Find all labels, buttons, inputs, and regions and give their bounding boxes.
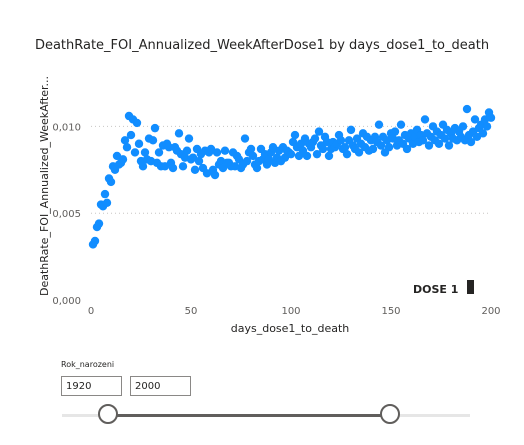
chart-title: DeathRate_FOI_Annualized_WeekAfterDose1 … [34,38,490,53]
data-point[interactable] [302,151,312,161]
y-axis-ticks: 0,000 0,005 0,010 [52,122,81,307]
data-point[interactable] [154,148,164,157]
slicer-title: Rok_narozeni [61,360,115,369]
data-point[interactable] [118,155,128,164]
data-point[interactable] [354,148,364,157]
slicer-max-input[interactable]: 2000 [130,376,191,396]
data-point[interactable] [134,139,144,148]
data-point[interactable] [384,143,394,152]
data-point[interactable] [318,144,328,154]
data-point[interactable] [418,136,428,145]
data-point[interactable] [140,148,150,157]
data-point[interactable] [482,122,492,131]
y-axis-label: DeathRate_FOI_Annualized_WeekAfter... [38,76,51,296]
data-point[interactable] [184,134,194,143]
data-point[interactable] [290,130,300,140]
data-point[interactable] [310,134,320,143]
data-point[interactable] [324,151,334,161]
data-point[interactable] [486,113,496,122]
data-point[interactable] [194,156,204,166]
x-tick-label: 50 [185,306,198,317]
x-tick-label: 100 [281,306,300,317]
data-point[interactable] [242,156,252,166]
slider-selected-range [108,414,390,417]
data-point[interactable] [340,143,350,152]
data-point[interactable] [190,165,200,174]
data-point[interactable] [120,136,130,145]
data-point[interactable] [150,123,160,133]
data-point[interactable] [374,120,384,129]
data-point[interactable] [396,120,406,129]
x-axis-label: days_dose1_to_death [231,322,350,335]
data-point[interactable] [420,115,430,124]
slider-handle-max[interactable] [380,404,400,424]
data-point[interactable] [458,122,468,131]
data-point[interactable] [138,162,148,171]
data-point[interactable] [106,177,116,187]
data-point[interactable] [376,141,386,150]
data-point[interactable] [470,115,480,124]
data-point[interactable] [248,151,258,161]
data-point[interactable] [182,146,192,155]
data-point[interactable] [286,149,296,159]
data-point[interactable] [346,125,356,135]
data-point[interactable] [130,148,140,157]
data-point[interactable] [462,104,472,114]
data-point[interactable] [424,141,434,150]
data-point[interactable] [100,189,110,199]
data-point[interactable] [246,144,256,154]
data-point[interactable] [252,163,262,173]
data-point[interactable] [440,134,450,143]
gridlines [91,125,491,214]
x-tick-label: 150 [381,306,400,317]
data-point[interactable] [402,144,412,154]
slicer-min-input[interactable]: 1920 [61,376,122,396]
data-point[interactable] [240,134,250,143]
data-point[interactable] [336,136,346,145]
data-points [88,104,496,249]
data-point[interactable] [174,129,184,138]
data-point[interactable] [90,236,100,246]
dose-marker [467,280,474,294]
data-point[interactable] [178,162,188,171]
y-tick-label: 0,000 [52,296,81,307]
data-point[interactable] [210,170,220,180]
data-point[interactable] [342,149,352,159]
data-point[interactable] [122,143,132,152]
y-tick-label: 0,010 [52,122,81,133]
data-point[interactable] [148,136,158,145]
data-point[interactable] [164,143,174,152]
data-point[interactable] [220,146,230,155]
data-point[interactable] [132,118,142,128]
data-point[interactable] [390,127,400,136]
data-point[interactable] [168,163,178,173]
x-tick-label: 200 [481,306,500,317]
x-axis-ticks: 0 50 100 150 200 [88,306,501,317]
data-point[interactable] [434,139,444,148]
slider-handle-min[interactable] [98,404,118,424]
data-point[interactable] [368,144,378,154]
data-point[interactable] [126,130,136,140]
data-point[interactable] [212,148,222,157]
x-tick-label: 0 [88,306,94,317]
dose-label: DOSE 1 [413,283,459,296]
data-point[interactable] [312,149,322,159]
data-point[interactable] [102,198,112,207]
data-point[interactable] [322,137,332,147]
data-point[interactable] [478,129,488,138]
data-point[interactable] [466,137,476,147]
data-point[interactable] [94,219,104,228]
y-tick-label: 0,005 [52,209,81,220]
data-point[interactable] [444,141,454,150]
data-point[interactable] [314,127,324,136]
